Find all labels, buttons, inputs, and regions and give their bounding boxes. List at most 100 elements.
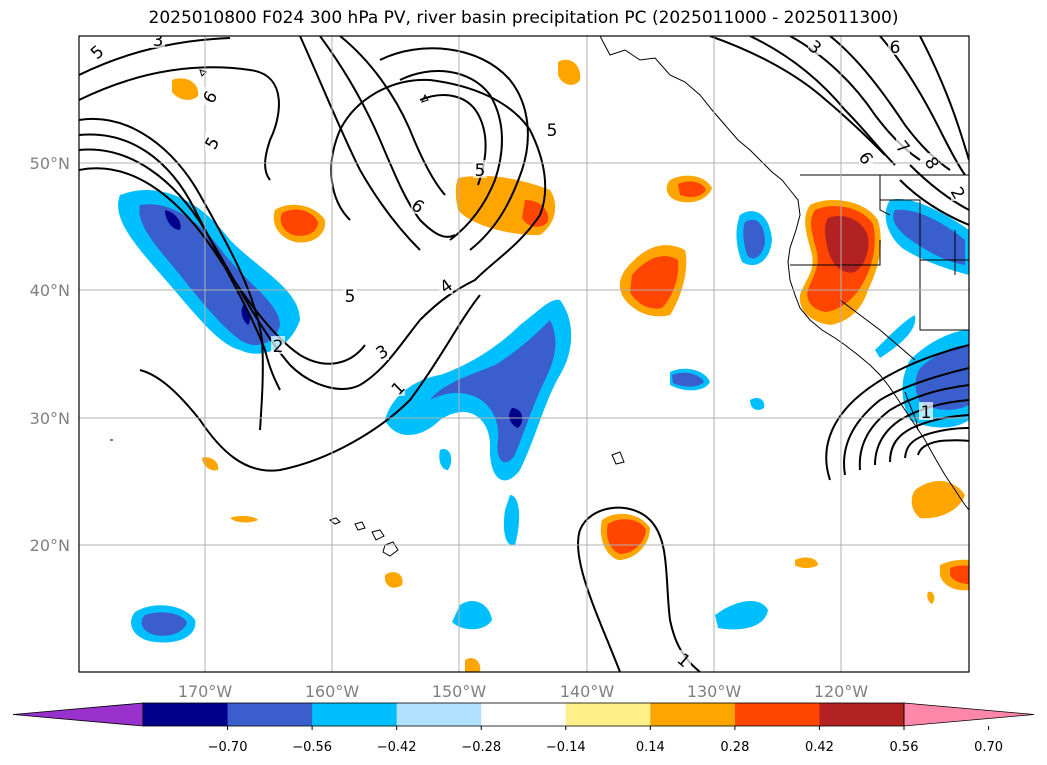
pv-contour — [577, 506, 701, 672]
colorbar-extend-max — [903, 702, 1035, 727]
colorbar-segment — [565, 703, 651, 726]
island — [354, 521, 366, 531]
precip-fill-positive — [558, 59, 581, 85]
contour-label-bg — [896, 137, 910, 155]
pv-contour — [825, 344, 969, 481]
contour-label: 5 — [475, 161, 486, 181]
contour-label-bg — [919, 402, 933, 420]
contour-label: 5 — [87, 42, 108, 64]
pv-contour — [79, 66, 280, 181]
contour-label: 3 — [153, 31, 164, 51]
lon-label: 160°W — [305, 682, 360, 701]
lon-label: 150°W — [432, 682, 487, 701]
latitude-labels: 50°N 40°N 30°N 20°N — [30, 154, 70, 555]
pv-contour — [749, 36, 896, 166]
precip-fill-positive — [465, 658, 481, 672]
precip-fill-positive — [230, 515, 258, 523]
pv-contour — [299, 36, 421, 251]
contour-label-bg — [391, 378, 405, 396]
colorbar-tick-label: −0.14 — [546, 740, 586, 755]
contour-label: 4 — [436, 276, 456, 299]
island — [382, 541, 399, 557]
contour-label: 1 — [921, 403, 932, 423]
pv-contour — [879, 36, 966, 176]
contour-label-bg — [90, 42, 104, 60]
contour-label-bg — [151, 36, 165, 48]
contour-label-bg — [859, 148, 873, 166]
lon-label: 120°W — [814, 682, 869, 701]
political-border — [880, 199, 969, 331]
contour-label-bg — [925, 153, 939, 171]
precip-fill-positive — [795, 557, 818, 569]
precip-fill-negative — [141, 612, 187, 636]
precip-fill-negative — [672, 372, 704, 387]
map-frame — [78, 35, 970, 673]
colorbar-segment — [143, 703, 229, 726]
longitude-labels: 170°W 160°W 150°W 140°W 130°W 120°W — [178, 682, 869, 701]
precip-fill-negative — [439, 449, 452, 470]
precip-fill-positive — [522, 200, 549, 227]
pv-contour — [917, 439, 969, 456]
precip-fill-layer — [118, 59, 969, 672]
colorbar-tick-label: −0.56 — [292, 740, 332, 755]
contour-label: 5 — [345, 287, 356, 307]
colorbar-tick-label: 0.56 — [890, 740, 919, 755]
precip-fill-positive — [385, 572, 403, 588]
pv-contour — [858, 384, 969, 471]
pv-contour — [899, 179, 969, 226]
pv-contour — [889, 414, 969, 463]
contour-label-bg — [951, 183, 965, 201]
pv-contour — [399, 70, 503, 241]
contour-label: 7 — [891, 137, 913, 158]
contour-label-bg — [677, 650, 691, 668]
colorbar-segment — [396, 703, 482, 726]
precip-fill-negative — [743, 219, 765, 259]
pv-contour — [904, 427, 969, 459]
precip-fill-positive — [630, 256, 679, 309]
colorbar-extend-min — [12, 702, 144, 727]
colorbar-tick-label: −0.42 — [377, 740, 417, 755]
contour-label-bg — [473, 160, 487, 178]
colorbar-tick-label: −0.28 — [461, 740, 501, 755]
pv-contour — [79, 117, 264, 431]
gridline-layer — [79, 36, 969, 672]
contour-label-bg — [545, 120, 559, 138]
contour-label-bg — [375, 342, 389, 360]
precip-fill-negative — [503, 495, 520, 546]
contour-label: 3 — [373, 341, 392, 364]
lat-label: 50°N — [30, 154, 70, 173]
colorbar-segment — [734, 703, 820, 726]
pv-contour — [843, 367, 969, 476]
colorbar: −0.70 −0.56 −0.42 −0.28 −0.14 0.14 0.28 0.42 0.5… — [12, 702, 1035, 755]
contour-label-bg — [343, 286, 357, 304]
contour-label-bg — [411, 196, 425, 214]
contour-label-bg — [808, 37, 822, 55]
island — [199, 69, 207, 77]
pv-contour — [919, 36, 969, 161]
precip-fill-positive — [172, 78, 199, 100]
political-border — [790, 240, 881, 266]
lat-label: 20°N — [30, 536, 70, 555]
colorbar-tick-label: 0.42 — [805, 740, 834, 755]
lon-label: 170°W — [178, 682, 233, 701]
lon-label: 130°W — [687, 682, 742, 701]
pv-contour — [139, 294, 481, 472]
colorbar-segment — [312, 703, 398, 726]
coastline — [904, 391, 919, 431]
colorbar-tick-label: 0.70 — [974, 740, 1003, 755]
political-border — [839, 299, 916, 361]
precip-fill-positive — [280, 209, 318, 236]
contour-label-bg — [205, 133, 219, 151]
contour-label-bg — [439, 276, 453, 294]
pv-contour — [79, 167, 366, 365]
precip-fill-negative — [165, 210, 181, 230]
pv-contour — [79, 133, 281, 391]
precip-fill-positive — [950, 565, 969, 584]
precip-fill-negative — [430, 320, 556, 463]
colorbar-segment — [650, 703, 736, 726]
pv-contour — [709, 36, 886, 156]
contour-label-bg — [203, 87, 217, 105]
precip-fill-positive — [927, 591, 935, 604]
precip-fill-positive — [202, 457, 219, 471]
